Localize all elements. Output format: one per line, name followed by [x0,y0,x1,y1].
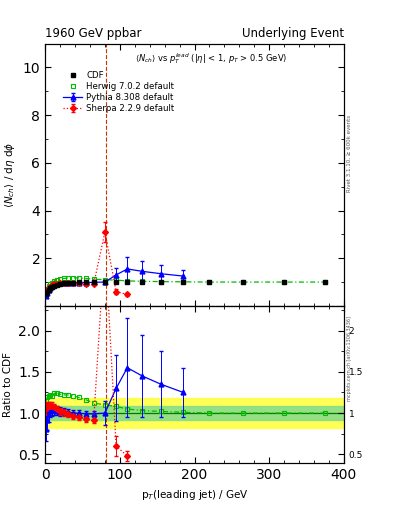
Herwig 7.0.2 default [114,277,119,283]
Bar [45,407,344,420]
CDF [77,280,81,286]
Herwig 7.0.2 default [207,279,212,285]
Herwig 7.0.2 default [181,279,186,285]
Text: 1960 GeV ppbar: 1960 GeV ppbar [45,27,142,40]
Herwig 7.0.2 default [48,282,53,288]
Text: $\langle N_{ch}\rangle$ vs $p_T^{lead}$ ($|\eta|$ < 1, $p_T$ > 0.5 GeV): $\langle N_{ch}\rangle$ vs $p_T^{lead}$ … [135,51,287,66]
CDF [47,287,51,293]
Herwig 7.0.2 default [61,275,66,282]
CDF [125,279,130,285]
Y-axis label: $\langle N_{ch}\rangle$ / d$\eta$ d$\phi$: $\langle N_{ch}\rangle$ / d$\eta$ d$\phi… [3,141,17,208]
Text: Underlying Event: Underlying Event [242,27,344,40]
Herwig 7.0.2 default [323,279,328,285]
Herwig 7.0.2 default [103,276,107,283]
Herwig 7.0.2 default [58,276,62,282]
Text: mcplots.cern.ch [arXiv:1306.3436]: mcplots.cern.ch [arXiv:1306.3436] [347,316,352,401]
CDF [84,279,89,285]
Herwig 7.0.2 default [77,275,81,281]
Herwig 7.0.2 default [92,276,96,282]
Herwig 7.0.2 default [70,275,75,281]
CDF [70,280,75,286]
CDF [50,284,54,290]
CDF [48,285,53,291]
Herwig 7.0.2 default [125,278,130,284]
CDF [58,281,62,287]
Herwig 7.0.2 default [65,275,70,281]
CDF [140,279,145,285]
Herwig 7.0.2 default [159,279,163,285]
CDF [103,279,107,285]
X-axis label: p$_T$(leading jet) / GeV: p$_T$(leading jet) / GeV [141,488,248,502]
CDF [45,289,50,295]
CDF [61,281,66,287]
Herwig 7.0.2 default [55,276,59,283]
Herwig 7.0.2 default [50,280,54,286]
Y-axis label: Ratio to CDF: Ratio to CDF [3,352,13,417]
Herwig 7.0.2 default [241,279,245,285]
Herwig 7.0.2 default [44,289,49,295]
Herwig 7.0.2 default [140,279,145,285]
CDF [207,279,212,285]
Herwig 7.0.2 default [52,278,57,284]
Legend: CDF, Herwig 7.0.2 default, Pythia 8.308 default, Sherpa 2.2.9 default: CDF, Herwig 7.0.2 default, Pythia 8.308 … [61,69,176,115]
Text: Rivet 3.1.10, ≥ 600k events: Rivet 3.1.10, ≥ 600k events [347,115,352,192]
Bar [45,398,344,428]
CDF [114,279,119,285]
Herwig 7.0.2 default [47,283,51,289]
CDF [282,279,286,285]
Line: CDF: CDF [44,280,328,296]
CDF [44,290,49,296]
Herwig 7.0.2 default [84,275,89,282]
CDF [241,279,245,285]
CDF [65,280,70,286]
CDF [52,283,57,289]
Herwig 7.0.2 default [282,279,286,285]
CDF [55,282,59,288]
CDF [323,279,328,285]
Line: Herwig 7.0.2 default: Herwig 7.0.2 default [44,275,328,294]
CDF [181,279,186,285]
Herwig 7.0.2 default [45,286,50,292]
CDF [92,279,96,285]
CDF [159,279,163,285]
